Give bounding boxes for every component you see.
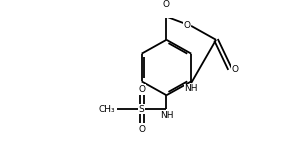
Text: O: O bbox=[184, 21, 191, 30]
Text: O: O bbox=[138, 124, 145, 133]
Text: NH: NH bbox=[184, 85, 198, 93]
Text: O: O bbox=[231, 65, 239, 74]
Text: NH: NH bbox=[160, 111, 173, 120]
Text: O: O bbox=[138, 85, 145, 94]
Text: S: S bbox=[139, 105, 144, 114]
Text: O: O bbox=[163, 0, 170, 9]
Text: CH₃: CH₃ bbox=[99, 105, 115, 114]
